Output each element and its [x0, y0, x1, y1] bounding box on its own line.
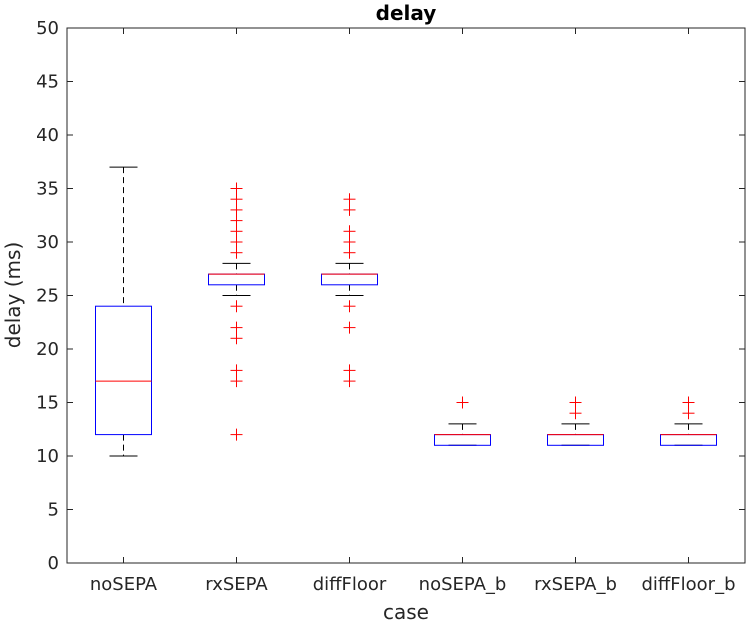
y-tick-label: 15 [36, 393, 59, 414]
y-tick-label: 30 [36, 232, 59, 253]
outlier-marker [230, 182, 243, 195]
box-group-diffFloor_b [660, 396, 717, 446]
x-tick-label: noSEPA_b [419, 574, 507, 595]
x-tick-label: diffFloor_b [641, 574, 735, 595]
outlier-marker [230, 225, 243, 238]
box-group-rxSEPA [208, 182, 265, 441]
y-tick-label: 25 [36, 286, 59, 307]
outlier-marker [682, 407, 695, 420]
outlier-marker [343, 225, 356, 238]
outlier-marker [230, 203, 243, 216]
outlier-marker [230, 321, 243, 334]
outlier-marker [343, 375, 356, 388]
chart-title: delay [376, 1, 437, 25]
y-tick-label: 45 [36, 72, 59, 93]
outlier-marker [343, 364, 356, 377]
y-tick-label: 5 [48, 500, 59, 521]
y-tick-label: 0 [48, 553, 59, 574]
y-tick-label: 10 [36, 446, 59, 467]
outlier-marker [343, 203, 356, 216]
outlier-marker [230, 193, 243, 206]
outlier-marker [230, 332, 243, 345]
outlier-marker [569, 396, 582, 409]
box-group-diffFloor [321, 193, 378, 388]
y-tick-label: 40 [36, 125, 59, 146]
y-axis-label: delay (ms) [1, 242, 25, 349]
box-group-rxSEPA_b [547, 396, 604, 446]
x-tick-label: noSEPA [90, 574, 158, 595]
outlier-marker [456, 396, 469, 409]
box-iqr [95, 305, 152, 436]
x-axis-label: case [383, 600, 429, 623]
outlier-marker [343, 236, 356, 248]
outlier-marker [569, 407, 582, 420]
outlier-marker [343, 321, 356, 334]
y-tick-label: 35 [36, 179, 59, 200]
outlier-marker [230, 246, 243, 259]
x-tick-label: rxSEPA_b [534, 574, 617, 595]
outlier-marker [230, 428, 243, 441]
outlier-marker [230, 375, 243, 388]
outlier-marker [230, 364, 243, 377]
plot-area [95, 166, 717, 457]
outlier-marker [343, 246, 356, 259]
outlier-marker [230, 214, 243, 227]
outlier-marker [230, 300, 243, 313]
y-axis: 0 5 10 15 20 25 30 35 40 45 50 [36, 18, 745, 574]
outlier-marker [343, 193, 356, 206]
outlier-marker [230, 236, 243, 248]
box-group-noSEPA_b [434, 396, 491, 446]
x-axis: noSEPA rxSEPA diffFloor noSEPA_b rxSEPA_b dif… [90, 28, 736, 595]
y-tick-label: 20 [36, 339, 59, 360]
x-tick-label: rxSEPA [205, 574, 268, 595]
outlier-marker [682, 396, 695, 409]
x-tick-label: diffFloor [313, 574, 387, 595]
y-tick-label: 50 [36, 18, 59, 39]
box-group-noSEPA [95, 166, 152, 457]
outlier-marker [343, 300, 356, 313]
